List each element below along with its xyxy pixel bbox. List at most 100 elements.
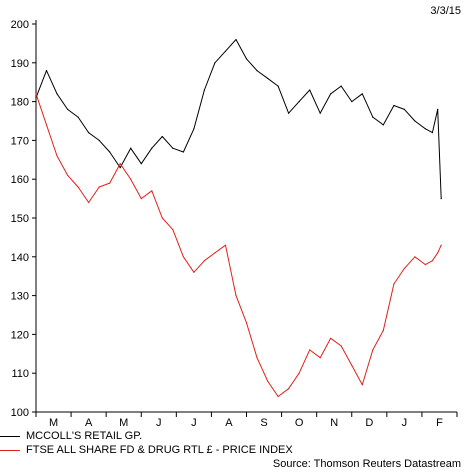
legend-item-mccolls: MCCOLL'S RETAIL GP. — [0, 430, 142, 442]
y-tick-label: 100 — [11, 407, 29, 419]
data-point — [193, 271, 195, 273]
data-point — [330, 93, 332, 95]
x-tick-label: J — [402, 417, 408, 429]
x-tick-label: N — [330, 417, 338, 429]
x-tick-label: M — [49, 417, 58, 429]
data-point — [119, 163, 121, 165]
data-point — [193, 128, 195, 130]
data-point — [393, 104, 395, 107]
data-point — [424, 264, 426, 266]
data-point — [319, 112, 321, 114]
series-layer — [35, 38, 442, 398]
data-point — [109, 151, 111, 153]
data-point — [98, 186, 100, 188]
data-point — [88, 132, 90, 134]
data-point — [256, 70, 258, 72]
data-point — [340, 345, 342, 347]
data-point — [88, 201, 90, 204]
data-point — [361, 93, 363, 95]
data-point — [431, 260, 433, 262]
data-point — [161, 135, 163, 138]
x-tick-label: F — [436, 417, 443, 429]
data-point — [256, 357, 258, 359]
date-label: 3/3/15 — [430, 5, 461, 17]
data-point — [351, 364, 353, 366]
data-point — [351, 101, 353, 103]
data-point — [235, 38, 237, 41]
data-point — [151, 147, 153, 149]
legend-item-ftse: FTSE ALL SHARE FD & DRUG RTL £ - PRICE I… — [0, 444, 293, 456]
legend-swatch-red — [0, 449, 20, 451]
data-point — [309, 89, 311, 91]
y-tick-label: 180 — [11, 97, 29, 109]
data-point — [35, 97, 37, 99]
data-point — [414, 120, 416, 122]
data-point — [424, 128, 426, 130]
data-point — [245, 322, 248, 324]
data-point — [309, 349, 311, 351]
legend-label-ftse: FTSE ALL SHARE FD & DRUG RTL £ - PRICE I… — [26, 444, 293, 456]
legend-swatch-black — [0, 435, 20, 437]
x-tick-label: A — [85, 417, 93, 429]
data-point — [214, 62, 216, 64]
data-point — [403, 267, 405, 269]
data-point — [56, 155, 58, 157]
data-point — [431, 132, 433, 134]
y-tick-label: 140 — [11, 252, 29, 264]
data-point — [140, 198, 142, 200]
data-point — [340, 85, 342, 87]
data-point — [45, 70, 48, 72]
data-point — [267, 380, 269, 382]
data-point — [235, 295, 237, 297]
data-point — [288, 112, 290, 114]
data-point — [140, 163, 142, 165]
data-point — [440, 244, 442, 246]
data-point — [437, 108, 439, 110]
x-tick-label: O — [295, 417, 304, 429]
y-axis: 100 110 120 130 140 150 160 170 180 190 200 — [11, 19, 37, 419]
y-tick-label: 130 — [11, 291, 29, 303]
data-point — [130, 147, 132, 149]
data-point — [277, 85, 279, 87]
x-tick-label: J — [156, 417, 162, 429]
data-point — [67, 108, 69, 110]
data-point — [372, 349, 374, 351]
y-tick-label: 150 — [11, 213, 29, 225]
data-point — [203, 89, 205, 91]
data-point — [119, 167, 121, 169]
data-point — [319, 357, 321, 359]
data-point — [393, 283, 395, 285]
data-point — [382, 124, 384, 126]
data-point — [298, 372, 300, 374]
y-tick-label: 160 — [11, 174, 29, 186]
data-point — [440, 198, 442, 200]
data-point — [330, 337, 332, 339]
x-tick-label: M — [119, 417, 128, 429]
data-point — [288, 388, 290, 390]
data-point — [35, 93, 37, 95]
data-point — [203, 260, 205, 262]
data-point — [414, 256, 416, 258]
data-point — [161, 217, 163, 219]
data-point — [224, 244, 227, 246]
source-note: Source: Thomson Reuters Datastream — [272, 458, 461, 470]
data-point — [267, 77, 269, 79]
data-point — [67, 174, 69, 176]
x-tick-label: S — [260, 417, 267, 429]
data-point — [224, 50, 227, 52]
data-point — [182, 151, 184, 153]
line-chart: 100 110 120 130 140 150 160 170 180 190 200 M A M J J A… — [11, 19, 458, 429]
data-point — [182, 256, 184, 258]
data-point — [403, 108, 405, 110]
data-point — [298, 101, 300, 103]
data-point — [382, 329, 384, 332]
x-tick-label: J — [191, 417, 197, 429]
data-point — [214, 252, 216, 254]
data-point — [45, 124, 48, 126]
x-tick-label: D — [365, 417, 373, 429]
series-line-mccolls — [35, 39, 442, 199]
y-tick-label: 190 — [11, 58, 29, 70]
data-point — [109, 182, 111, 184]
y-tick-label: 120 — [11, 329, 29, 341]
